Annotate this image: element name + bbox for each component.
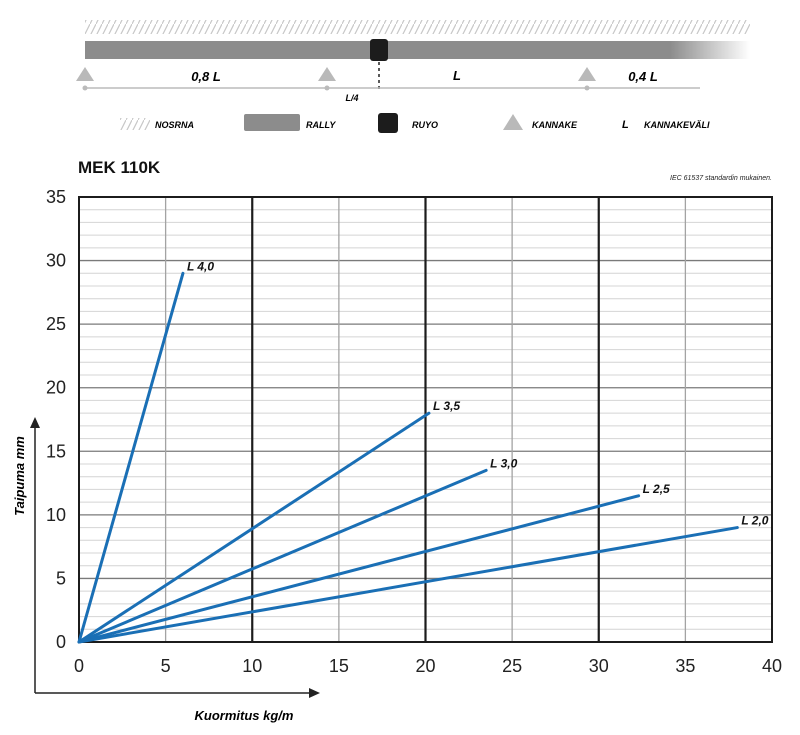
y-tick-label: 15: [46, 441, 66, 461]
y-tick-label: 5: [56, 568, 66, 588]
y-tick-label: 10: [46, 505, 66, 525]
series-line: [77, 468, 488, 644]
series-lines: L 4,0 L 3,5 L 3,0 L 2,5 L 2,0: [77, 259, 769, 644]
series-line: [77, 271, 185, 644]
support-block: [370, 39, 388, 61]
legend-label-kannakevali: KANNAKEVÄLI: [644, 120, 710, 130]
series-line: [77, 411, 431, 644]
series-label: L 3,0: [490, 456, 517, 470]
y-tick-label: 20: [46, 378, 66, 398]
series-label: L 2,5: [643, 482, 670, 496]
plot-frame: [78, 196, 773, 643]
grid: [79, 197, 772, 642]
span-node: [82, 85, 88, 91]
y-tick-labels: 0 5 10 15 20 25 30 35: [46, 187, 66, 652]
span-node: [584, 85, 590, 91]
legend-label-rally: RALLY: [306, 120, 336, 130]
cable-legend-swatch: [244, 114, 300, 131]
x-axis-label: Kuormitus kg/m: [195, 708, 294, 723]
y-tick-label: 30: [46, 251, 66, 271]
series-line: [77, 526, 739, 644]
x-tick-label: 25: [502, 656, 522, 676]
span-mark-label: L/4: [345, 93, 358, 103]
x-axis-arrowhead: [309, 688, 320, 698]
x-tick-label: 5: [161, 656, 171, 676]
x-tick-label: 30: [589, 656, 609, 676]
span-node: [324, 85, 330, 91]
x-tick-label: 40: [762, 656, 782, 676]
series-label: L 2,0: [741, 514, 768, 528]
legend-label-ruyo: RUYO: [412, 120, 438, 130]
nosrna-hatch-band: [85, 20, 750, 34]
x-tick-label: 0: [74, 656, 84, 676]
legend-label-nosrna: NOSRNA: [155, 120, 194, 130]
span-diagram: 0,8 L L 0,4 L L/4: [76, 20, 750, 103]
span-left-label: 0,8 L: [191, 69, 221, 84]
support-triangle-icon: [578, 67, 596, 81]
chart-title: MEK 110K: [78, 158, 161, 177]
x-tick-label: 15: [329, 656, 349, 676]
y-axis-label: Taipuma mm: [12, 436, 27, 516]
legend-label-kannake: KANNAKE: [532, 120, 578, 130]
x-tick-label: 10: [242, 656, 262, 676]
standard-note: IEC 61537 standardin mukainen.: [670, 175, 772, 182]
nosrna-legend-swatch: [120, 118, 150, 130]
series-label: L 4,0: [187, 259, 214, 273]
cable-bar: [85, 41, 750, 59]
y-axis-arrowhead: [30, 417, 40, 428]
series-label: L 3,5: [433, 399, 460, 413]
span-right-label: 0,4 L: [628, 69, 658, 84]
x-tick-label: 35: [675, 656, 695, 676]
legend: NOSRNA RALLY RUYO KANNAKE L KANNAKEVÄLI: [120, 113, 710, 133]
y-tick-label: 35: [46, 187, 66, 207]
y-tick-label: 0: [56, 632, 66, 652]
y-tick-label: 25: [46, 314, 66, 334]
block-legend-swatch: [378, 113, 398, 133]
x-tick-labels: 0 5 10 15 20 25 30 35 40: [74, 656, 782, 676]
series-line: [77, 494, 641, 644]
support-triangle-icon: [503, 114, 523, 130]
legend-l-symbol: L: [622, 119, 629, 131]
span-middle-label: L: [453, 68, 461, 83]
support-triangle-icon: [76, 67, 94, 81]
x-tick-label: 20: [415, 656, 435, 676]
support-triangle-icon: [318, 67, 336, 81]
plot-area: 0 5 10 15 20 25 30 35 40 0 5 10 15 20 25 30 35 L 4,0 L 3…: [46, 187, 782, 676]
